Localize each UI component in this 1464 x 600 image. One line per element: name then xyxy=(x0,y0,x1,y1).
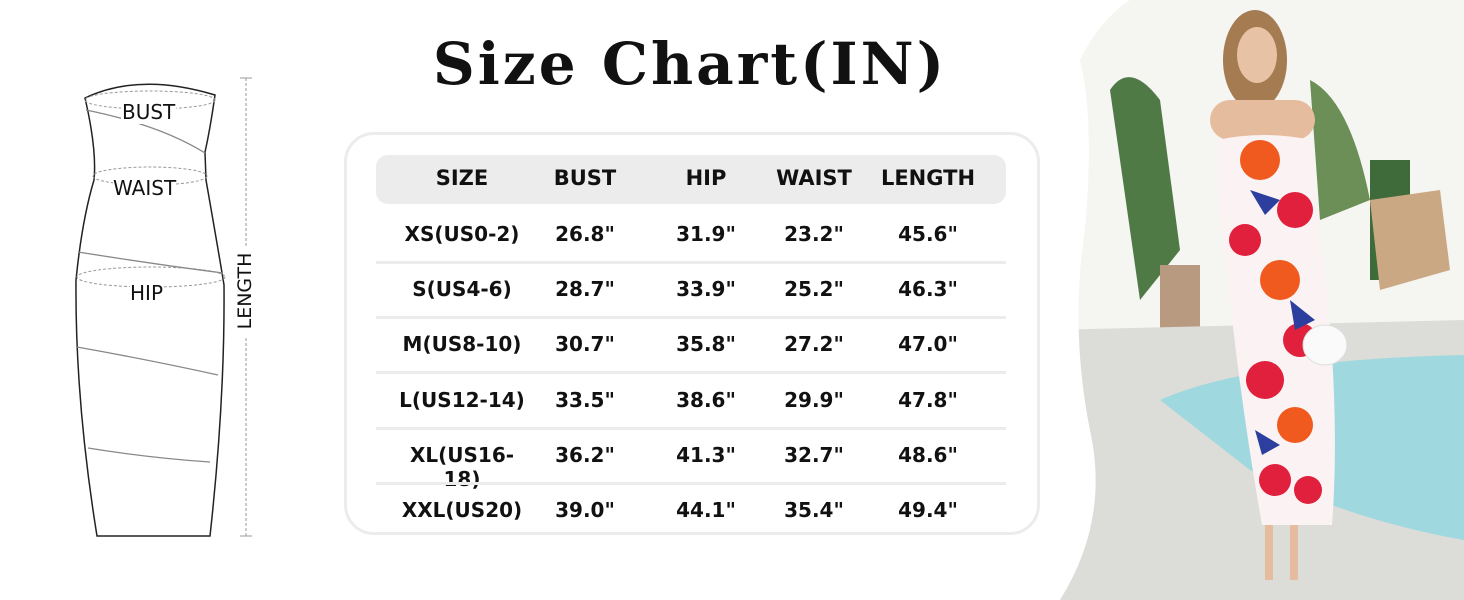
cell-length: 48.6" xyxy=(898,442,958,467)
dress-diagram xyxy=(75,77,252,537)
cell-waist: 35.4" xyxy=(784,498,844,522)
page-title: Size Chart(IN) xyxy=(432,30,948,98)
size-table-card xyxy=(344,132,1040,535)
header-bust: BUST xyxy=(553,166,617,190)
cell-length: 46.3" xyxy=(898,277,958,302)
cell-bust: 33.5" xyxy=(555,387,615,412)
cell-length: 47.8" xyxy=(898,387,958,412)
header-length: LENGTH xyxy=(880,166,976,190)
label-length: LENGTH xyxy=(234,246,256,336)
cell-bust: 28.7" xyxy=(555,277,615,302)
cell-waist: 25.2" xyxy=(784,277,844,302)
header-waist: WAIST xyxy=(776,166,852,190)
label-hip: HIP xyxy=(130,281,163,305)
cell-size: XXL(US20) xyxy=(401,498,523,522)
cell-hip: 33.9" xyxy=(676,277,736,302)
cell-size: S(US4-6) xyxy=(412,277,512,302)
label-waist: WAIST xyxy=(113,176,177,200)
header-hip: HIP xyxy=(685,166,727,190)
cell-hip: 41.3" xyxy=(676,442,736,467)
cell-size: L(US12-14) xyxy=(399,387,525,412)
cell-hip: 44.1" xyxy=(676,498,736,522)
cell-bust: 36.2" xyxy=(555,442,615,467)
table-header xyxy=(376,155,1006,204)
cell-size: M(US8-10) xyxy=(402,332,522,357)
cell-size: XL(US16-18) xyxy=(409,442,515,491)
label-bust: BUST xyxy=(121,100,177,124)
model-photo xyxy=(1060,0,1464,600)
cell-waist: 32.7" xyxy=(784,442,844,467)
cell-waist: 23.2" xyxy=(784,222,844,246)
cell-bust: 26.8" xyxy=(555,222,615,246)
cell-waist: 29.9" xyxy=(784,387,844,412)
row-divider xyxy=(376,481,1006,485)
cell-length: 49.4" xyxy=(898,498,958,522)
cell-size: XS(US0-2) xyxy=(404,222,520,246)
row-divider xyxy=(376,371,1006,375)
row-divider xyxy=(376,316,1006,320)
cell-hip: 31.9" xyxy=(676,222,736,246)
row-divider xyxy=(376,261,1006,264)
cell-bust: 39.0" xyxy=(555,498,615,522)
header-size: SIZE xyxy=(435,166,489,190)
cell-bust: 30.7" xyxy=(555,332,615,357)
cell-length: 45.6" xyxy=(898,222,958,246)
row-divider xyxy=(376,426,1006,430)
cell-waist: 27.2" xyxy=(784,332,844,357)
cell-length: 47.0" xyxy=(898,332,958,357)
cell-hip: 35.8" xyxy=(676,332,736,357)
cell-hip: 38.6" xyxy=(676,387,736,412)
